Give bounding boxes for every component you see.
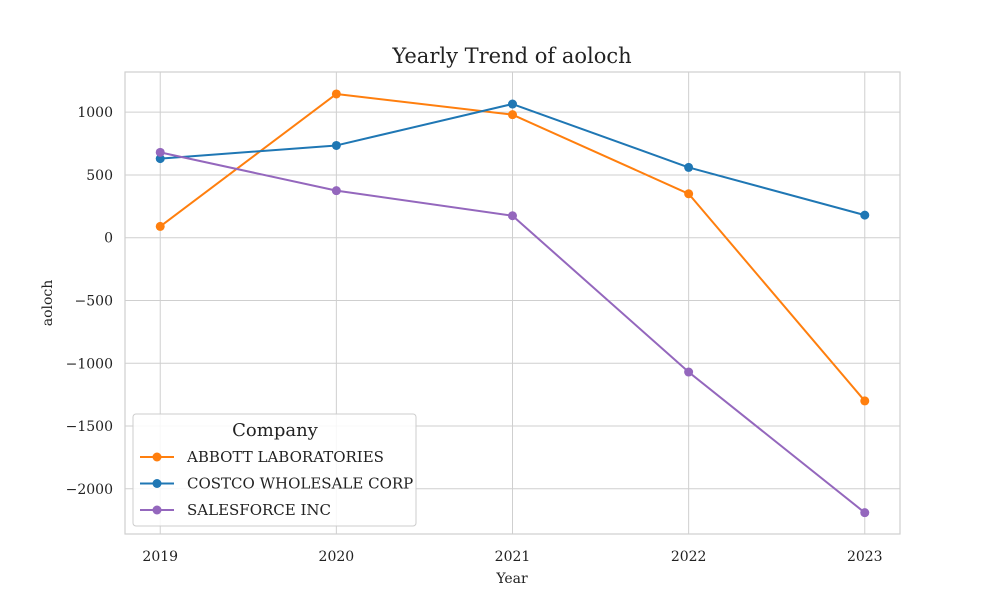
data-point: [331, 186, 341, 196]
x-tick-label: 2022: [671, 549, 707, 565]
data-point: [684, 367, 694, 377]
data-point: [331, 89, 341, 99]
data-point: [508, 99, 517, 109]
data-point: [860, 396, 870, 406]
legend-marker: [152, 452, 162, 462]
chart-title: Yearly Trend of aoloch: [391, 44, 631, 68]
plot-area: [124, 71, 901, 535]
data-point: [684, 189, 694, 199]
legend-label: COSTCO WHOLESALE CORP: [187, 475, 413, 493]
legend-label: ABBOTT LABORATORIES: [186, 448, 384, 466]
y-tick-label: −1500: [66, 419, 113, 435]
y-axis-label: aoloch: [40, 280, 56, 327]
series-layer: [155, 89, 870, 518]
data-point: [155, 221, 165, 231]
y-tick-label: −2000: [66, 482, 113, 498]
data-point: [684, 162, 694, 172]
data-point: [331, 140, 341, 150]
x-tick-label: 2019: [142, 549, 178, 565]
legend-item: COSTCO WHOLESALE CORP: [140, 475, 413, 493]
x-tick-label: 2023: [847, 549, 883, 565]
legend-box: [132, 413, 417, 527]
x-axis: 2019 2020 2021 2022 2023: [142, 549, 882, 565]
y-tick-label: 1000: [77, 105, 113, 121]
y-tick-label: −1000: [66, 356, 113, 372]
legend-label: SALESFORCE INC: [187, 501, 331, 519]
series-0: [155, 89, 870, 406]
legend-items: ABBOTT LABORATORIES COSTCO WHOLESALE CORP…: [140, 448, 413, 519]
y-tick-label: −500: [75, 293, 113, 309]
x-tick-label: 2020: [319, 549, 355, 565]
legend: Company ABBOTT LABORATORIES COSTCO WHOLES…: [132, 413, 417, 527]
legend-title: Company: [232, 420, 319, 441]
series-2: [155, 147, 870, 518]
legend-marker: [152, 479, 162, 488]
y-tick-label: 500: [86, 168, 113, 184]
data-point: [155, 147, 165, 157]
y-axis: 1000 500 0 −500 −1000 −1500 −2000: [66, 105, 113, 498]
data-point: [155, 154, 165, 164]
legend-item: ABBOTT LABORATORIES: [140, 448, 384, 466]
y-tick-label: 0: [104, 231, 113, 247]
x-axis-label: Year: [495, 571, 528, 587]
data-point: [860, 508, 870, 518]
legend-marker: [152, 505, 162, 515]
x-tick-label: 2021: [495, 549, 531, 565]
data-point: [508, 110, 517, 120]
legend-item: SALESFORCE INC: [140, 501, 331, 519]
data-point: [860, 210, 870, 220]
data-point: [508, 211, 517, 221]
series-1: [155, 99, 870, 220]
